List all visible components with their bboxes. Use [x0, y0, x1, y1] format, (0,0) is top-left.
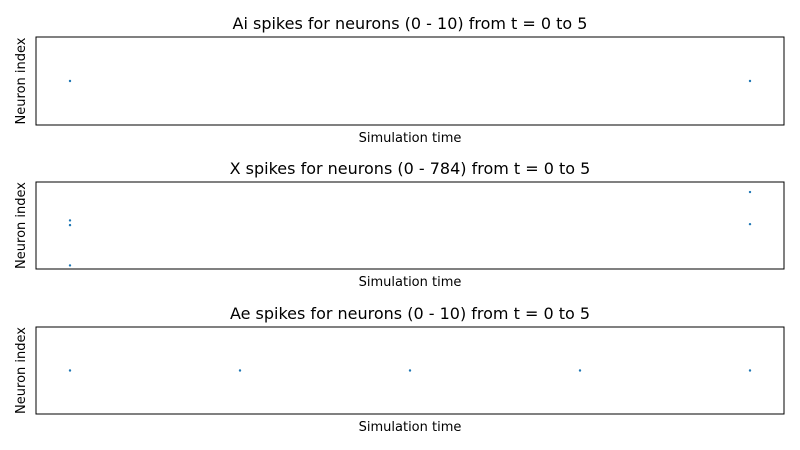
ai-spikes-panel: Ai spikes for neurons (0 - 10) from t = …	[14, 14, 785, 146]
x-spikes-panel: X spikes for neurons (0 - 784) from t = …	[14, 159, 785, 290]
x-spike-point	[68, 223, 72, 227]
ae-axes-frame	[35, 326, 785, 415]
x-spike-point	[748, 190, 752, 194]
ai-spike-point	[68, 79, 72, 83]
ae-y-axis-label: Neuron index	[14, 327, 29, 414]
x-spike-point	[68, 219, 72, 222]
ae-spikes-panel: Ae spikes for neurons (0 - 10) from t = …	[14, 304, 785, 435]
x-spike-point	[68, 264, 72, 267]
x-axes-frame	[35, 181, 785, 270]
ae-spike-point	[748, 369, 752, 372]
x-y-axis-label: Neuron index	[14, 182, 29, 269]
ae-spike-point	[68, 369, 72, 372]
ai-spike-point	[748, 79, 752, 83]
ae-spike-point	[578, 369, 582, 372]
ai-axes-frame	[35, 36, 785, 126]
ai-y-axis-label: Neuron index	[14, 37, 29, 124]
x-chart-title: X spikes for neurons (0 - 784) from t = …	[230, 159, 591, 178]
ae-x-axis-label: Simulation time	[359, 420, 462, 435]
ae-spike-point	[408, 369, 412, 372]
ae-spike-point	[238, 369, 242, 372]
x-x-axis-label: Simulation time	[359, 275, 462, 290]
x-spike-point	[748, 222, 752, 226]
ai-chart-title: Ai spikes for neurons (0 - 10) from t = …	[233, 14, 588, 33]
ai-x-axis-label: Simulation time	[359, 131, 462, 146]
ae-chart-title: Ae spikes for neurons (0 - 10) from t = …	[230, 304, 590, 323]
